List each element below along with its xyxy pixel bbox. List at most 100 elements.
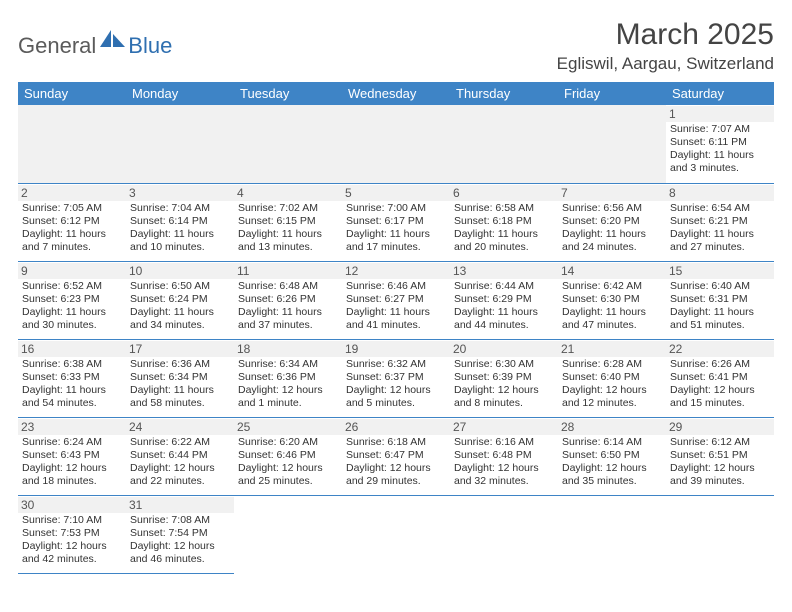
- day-number: 28: [558, 419, 666, 435]
- calendar-cell: 23Sunrise: 6:24 AMSunset: 6:43 PMDayligh…: [18, 417, 126, 495]
- logo: General Blue: [18, 28, 172, 63]
- calendar-row: 9Sunrise: 6:52 AMSunset: 6:23 PMDaylight…: [18, 261, 774, 339]
- day-info: Sunrise: 6:42 AMSunset: 6:30 PMDaylight:…: [562, 280, 662, 333]
- calendar-row: 30Sunrise: 7:10 AMSunset: 7:53 PMDayligh…: [18, 495, 774, 573]
- calendar-cell: 25Sunrise: 6:20 AMSunset: 6:46 PMDayligh…: [234, 417, 342, 495]
- day-number: 17: [126, 341, 234, 357]
- calendar-cell: 21Sunrise: 6:28 AMSunset: 6:40 PMDayligh…: [558, 339, 666, 417]
- day-number: 20: [450, 341, 558, 357]
- header: General Blue March 2025 Egliswil, Aargau…: [18, 18, 774, 74]
- day-info: Sunrise: 6:44 AMSunset: 6:29 PMDaylight:…: [454, 280, 554, 333]
- weekday-header: Saturday: [666, 82, 774, 105]
- calendar-cell: 13Sunrise: 6:44 AMSunset: 6:29 PMDayligh…: [450, 261, 558, 339]
- calendar-cell: 31Sunrise: 7:08 AMSunset: 7:54 PMDayligh…: [126, 495, 234, 573]
- location: Egliswil, Aargau, Switzerland: [557, 54, 774, 74]
- calendar-body: 1Sunrise: 7:07 AMSunset: 6:11 PMDaylight…: [18, 105, 774, 573]
- calendar-cell: 2Sunrise: 7:05 AMSunset: 6:12 PMDaylight…: [18, 183, 126, 261]
- day-info: Sunrise: 6:30 AMSunset: 6:39 PMDaylight:…: [454, 358, 554, 411]
- day-number: 16: [18, 341, 126, 357]
- day-info: Sunrise: 6:52 AMSunset: 6:23 PMDaylight:…: [22, 280, 122, 333]
- weekday-header: Tuesday: [234, 82, 342, 105]
- calendar-cell: [342, 495, 450, 573]
- calendar-cell: [234, 495, 342, 573]
- day-info: Sunrise: 7:04 AMSunset: 6:14 PMDaylight:…: [130, 202, 230, 255]
- day-info: Sunrise: 6:48 AMSunset: 6:26 PMDaylight:…: [238, 280, 338, 333]
- day-info: Sunrise: 6:38 AMSunset: 6:33 PMDaylight:…: [22, 358, 122, 411]
- day-number: 3: [126, 185, 234, 201]
- calendar-cell: 9Sunrise: 6:52 AMSunset: 6:23 PMDaylight…: [18, 261, 126, 339]
- day-number: 7: [558, 185, 666, 201]
- calendar-cell: [666, 495, 774, 573]
- calendar-cell: [18, 105, 126, 183]
- day-number: 15: [666, 263, 774, 279]
- day-info: Sunrise: 6:34 AMSunset: 6:36 PMDaylight:…: [238, 358, 338, 411]
- day-number: 2: [18, 185, 126, 201]
- day-number: 8: [666, 185, 774, 201]
- day-info: Sunrise: 6:50 AMSunset: 6:24 PMDaylight:…: [130, 280, 230, 333]
- day-info: Sunrise: 7:02 AMSunset: 6:15 PMDaylight:…: [238, 202, 338, 255]
- calendar-cell: [126, 105, 234, 183]
- calendar-cell: 4Sunrise: 7:02 AMSunset: 6:15 PMDaylight…: [234, 183, 342, 261]
- calendar-cell: [234, 105, 342, 183]
- calendar-cell: 24Sunrise: 6:22 AMSunset: 6:44 PMDayligh…: [126, 417, 234, 495]
- calendar-table: SundayMondayTuesdayWednesdayThursdayFrid…: [18, 82, 774, 574]
- day-info: Sunrise: 7:05 AMSunset: 6:12 PMDaylight:…: [22, 202, 122, 255]
- day-info: Sunrise: 6:56 AMSunset: 6:20 PMDaylight:…: [562, 202, 662, 255]
- weekday-header: Monday: [126, 82, 234, 105]
- calendar-row: 2Sunrise: 7:05 AMSunset: 6:12 PMDaylight…: [18, 183, 774, 261]
- day-number: 25: [234, 419, 342, 435]
- day-number: 23: [18, 419, 126, 435]
- day-info: Sunrise: 6:58 AMSunset: 6:18 PMDaylight:…: [454, 202, 554, 255]
- day-number: 24: [126, 419, 234, 435]
- title-block: March 2025 Egliswil, Aargau, Switzerland: [557, 18, 774, 74]
- day-info: Sunrise: 6:16 AMSunset: 6:48 PMDaylight:…: [454, 436, 554, 489]
- calendar-cell: 8Sunrise: 6:54 AMSunset: 6:21 PMDaylight…: [666, 183, 774, 261]
- day-info: Sunrise: 6:46 AMSunset: 6:27 PMDaylight:…: [346, 280, 446, 333]
- day-number: 14: [558, 263, 666, 279]
- day-number: 13: [450, 263, 558, 279]
- day-info: Sunrise: 6:32 AMSunset: 6:37 PMDaylight:…: [346, 358, 446, 411]
- day-info: Sunrise: 6:26 AMSunset: 6:41 PMDaylight:…: [670, 358, 770, 411]
- calendar-cell: [450, 105, 558, 183]
- calendar-cell: 27Sunrise: 6:16 AMSunset: 6:48 PMDayligh…: [450, 417, 558, 495]
- day-number: 26: [342, 419, 450, 435]
- day-info: Sunrise: 6:12 AMSunset: 6:51 PMDaylight:…: [670, 436, 770, 489]
- calendar-cell: 19Sunrise: 6:32 AMSunset: 6:37 PMDayligh…: [342, 339, 450, 417]
- day-info: Sunrise: 6:14 AMSunset: 6:50 PMDaylight:…: [562, 436, 662, 489]
- calendar-cell: 14Sunrise: 6:42 AMSunset: 6:30 PMDayligh…: [558, 261, 666, 339]
- day-info: Sunrise: 6:40 AMSunset: 6:31 PMDaylight:…: [670, 280, 770, 333]
- calendar-row: 16Sunrise: 6:38 AMSunset: 6:33 PMDayligh…: [18, 339, 774, 417]
- calendar-cell: 1Sunrise: 7:07 AMSunset: 6:11 PMDaylight…: [666, 105, 774, 183]
- day-number: 4: [234, 185, 342, 201]
- weekday-header: Sunday: [18, 82, 126, 105]
- logo-text-general: General: [18, 33, 96, 59]
- calendar-cell: 17Sunrise: 6:36 AMSunset: 6:34 PMDayligh…: [126, 339, 234, 417]
- day-number: 30: [18, 497, 126, 513]
- sail-icon: [100, 28, 126, 53]
- day-info: Sunrise: 6:22 AMSunset: 6:44 PMDaylight:…: [130, 436, 230, 489]
- calendar-row: 1Sunrise: 7:07 AMSunset: 6:11 PMDaylight…: [18, 105, 774, 183]
- calendar-cell: [342, 105, 450, 183]
- day-number: 19: [342, 341, 450, 357]
- calendar-cell: 16Sunrise: 6:38 AMSunset: 6:33 PMDayligh…: [18, 339, 126, 417]
- calendar-cell: 5Sunrise: 7:00 AMSunset: 6:17 PMDaylight…: [342, 183, 450, 261]
- calendar-cell: 15Sunrise: 6:40 AMSunset: 6:31 PMDayligh…: [666, 261, 774, 339]
- calendar-cell: 20Sunrise: 6:30 AMSunset: 6:39 PMDayligh…: [450, 339, 558, 417]
- calendar-cell: 11Sunrise: 6:48 AMSunset: 6:26 PMDayligh…: [234, 261, 342, 339]
- day-info: Sunrise: 7:00 AMSunset: 6:17 PMDaylight:…: [346, 202, 446, 255]
- calendar-cell: 30Sunrise: 7:10 AMSunset: 7:53 PMDayligh…: [18, 495, 126, 573]
- month-title: March 2025: [557, 18, 774, 52]
- weekday-header-row: SundayMondayTuesdayWednesdayThursdayFrid…: [18, 82, 774, 105]
- day-info: Sunrise: 7:10 AMSunset: 7:53 PMDaylight:…: [22, 514, 122, 567]
- day-number: 29: [666, 419, 774, 435]
- calendar-cell: 22Sunrise: 6:26 AMSunset: 6:41 PMDayligh…: [666, 339, 774, 417]
- day-number: 10: [126, 263, 234, 279]
- weekday-header: Thursday: [450, 82, 558, 105]
- calendar-cell: [558, 495, 666, 573]
- logo-text-blue: Blue: [128, 33, 172, 59]
- calendar-cell: 12Sunrise: 6:46 AMSunset: 6:27 PMDayligh…: [342, 261, 450, 339]
- calendar-cell: 10Sunrise: 6:50 AMSunset: 6:24 PMDayligh…: [126, 261, 234, 339]
- day-info: Sunrise: 6:36 AMSunset: 6:34 PMDaylight:…: [130, 358, 230, 411]
- day-info: Sunrise: 6:54 AMSunset: 6:21 PMDaylight:…: [670, 202, 770, 255]
- calendar-cell: 7Sunrise: 6:56 AMSunset: 6:20 PMDaylight…: [558, 183, 666, 261]
